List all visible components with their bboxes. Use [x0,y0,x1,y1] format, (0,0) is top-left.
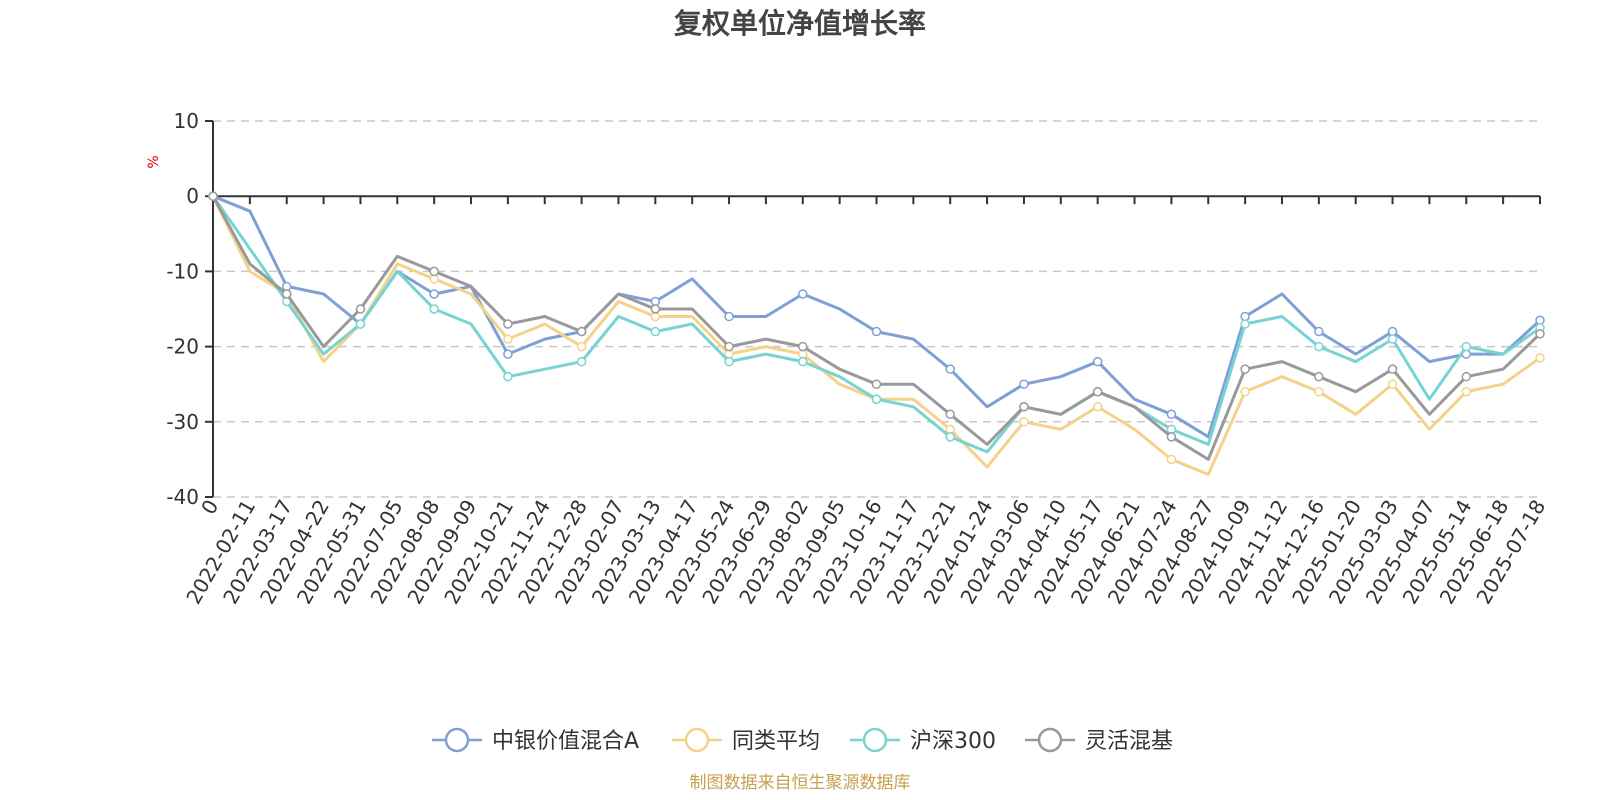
data-point [1092,386,1103,397]
data-point [945,432,955,442]
data-point [724,356,734,367]
data-point [1314,341,1324,352]
data-point [1461,341,1472,352]
chart-title: 复权单位净值增长率 [674,7,926,40]
y-tick-labels: 10 0 -10 -20 -30 -40 [166,109,199,509]
legend-item[interactable]: 同类平均 [672,727,820,754]
data-point [798,289,808,299]
data-point [650,304,661,314]
y-tick-label: -30 [166,410,199,434]
data-point [724,311,734,322]
data-point [871,394,882,404]
legend-item[interactable]: 灵活混基 [1025,727,1173,754]
x-tick-labels: 02022-02-112022-03-172022-04-222022-05-3… [181,495,1550,608]
data-point [1535,353,1545,363]
data-point [1535,329,1545,339]
y-tick-label: 0 [186,184,199,208]
data-point [208,191,218,201]
data-point [1240,386,1250,397]
data-point [355,319,366,329]
data-point [1240,319,1250,329]
data-point [945,409,955,420]
data-point [1240,364,1250,374]
y-tick-label: -40 [166,485,199,509]
series-lines [208,191,1545,476]
data-point [503,349,513,359]
series-line [211,195,1541,454]
legend[interactable]: 中银价值混合A 同类平均 沪深300 灵活混基 [432,727,1173,754]
data-point [871,326,882,337]
data-point [1387,364,1398,374]
y-tick-label: -10 [166,259,199,283]
data-point [429,266,439,277]
data-point [281,289,292,299]
y-tick-label: -20 [166,335,199,359]
data-point [503,334,513,344]
data-point [871,379,882,389]
data-point [1092,356,1103,367]
data-point [1387,379,1398,389]
legend-item[interactable]: 中银价值混合A [432,727,639,754]
data-point [1166,432,1177,442]
y-tick-label: 10 [174,109,199,133]
data-point [1166,409,1177,420]
legend-label: 沪深300 [910,729,996,754]
legend-marker [684,727,710,753]
data-point [1092,402,1103,412]
series-group [208,191,1545,461]
x-tick-label: 0 [196,496,223,519]
data-point [503,371,513,382]
axes [205,120,1541,498]
data-point [724,341,734,352]
legend-marker [862,727,888,753]
data-point [1019,417,1029,427]
data-point [798,356,808,367]
series-group [208,191,1545,454]
data-point [1461,386,1472,397]
data-point [1019,402,1029,412]
grid-lines [213,120,1540,498]
legend-label: 中银价值混合A [492,729,639,754]
data-point [503,319,513,329]
data-point [1314,371,1324,382]
legend-item[interactable]: 沪深300 [850,727,996,754]
data-point [429,304,439,314]
legend-marker [1037,727,1063,753]
data-point [1019,379,1029,389]
data-point [1461,371,1472,382]
y-axis-unit: % [146,155,162,168]
data-point [576,326,587,337]
data-point [576,341,587,352]
legend-label: 同类平均 [732,729,820,754]
legend-label: 灵活混基 [1085,729,1173,754]
data-point [945,364,955,374]
data-point [429,289,439,299]
data-point [1387,334,1398,344]
data-point [798,341,808,352]
data-point [1314,386,1324,397]
data-point [1314,326,1324,337]
legend-marker [444,727,470,753]
data-point [576,356,587,367]
source-note: 制图数据来自恒生聚源数据库 [690,773,911,793]
data-point [355,304,366,314]
data-point [650,326,661,337]
data-point [1166,454,1177,465]
